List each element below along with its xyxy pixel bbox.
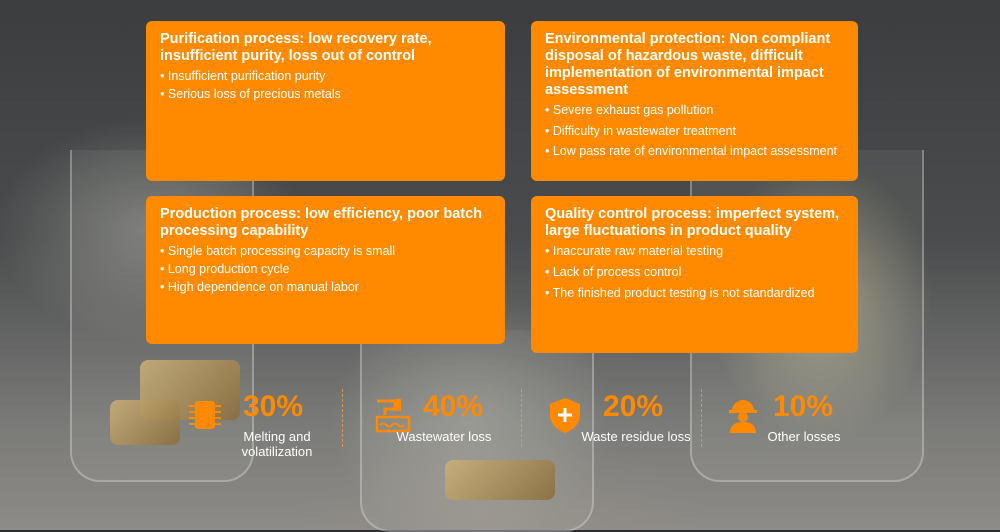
list-item: Single batch processing capacity is smal… (160, 242, 491, 260)
card-production: Production process: low efficiency, poor… (146, 196, 505, 344)
list-item: Insufficient purification purity (160, 67, 491, 85)
list-item: The finished product testing is not stan… (545, 284, 844, 302)
stat-other: 10% Other losses (723, 385, 893, 465)
list-item: Long production cycle (160, 260, 491, 278)
stat-value: 10% (773, 390, 834, 423)
list-item: Severe exhaust gas pollution (545, 101, 844, 119)
stat-label: Waste residue loss (581, 429, 691, 444)
stat-label: Wastewater loss (396, 429, 492, 444)
list-item: High dependence on manual labor (160, 278, 491, 296)
card-environmental: Environmental protection: Non compliant … (531, 21, 858, 181)
stat-value: 40% (423, 390, 484, 423)
stat-label: Other losses (767, 429, 841, 444)
divider (701, 389, 702, 447)
card-title: Production process: low efficiency, poor… (160, 206, 483, 239)
gold-nugget (110, 400, 180, 445)
card-title: Environmental protection: Non compliant … (545, 31, 831, 98)
stat-label: Melting and volatilization (241, 429, 313, 459)
pipe-water-icon (375, 399, 411, 433)
gold-nugget (445, 460, 555, 500)
card-purification: Purification process: low recovery rate,… (146, 21, 505, 181)
stat-wastewater: 40% Wastewater loss (373, 385, 543, 465)
stat-melting: 30% Melting and volatilization (185, 385, 355, 465)
loss-stats: 30% Melting and volatilization 40% Waste… (185, 385, 885, 465)
card-title: Quality control process: imperfect syste… (545, 206, 840, 239)
list-item: Difficulty in wastewater treatment (545, 122, 844, 140)
stat-value: 20% (603, 390, 664, 423)
stat-waste-residue: 20% Waste residue loss (545, 385, 715, 465)
card-title: Purification process: low recovery rate,… (160, 31, 432, 64)
chip-icon (189, 401, 221, 429)
list-item: Low pass rate of environmental impact as… (545, 143, 844, 159)
list-item: Serious loss of precious metals (160, 85, 491, 103)
divider (342, 389, 343, 447)
worker-helmet-icon (729, 400, 757, 433)
list-item: Lack of process control (545, 263, 844, 281)
shield-plus-icon (550, 398, 580, 433)
stat-value: 30% (243, 390, 304, 423)
divider (521, 389, 522, 447)
card-quality-control: Quality control process: imperfect syste… (531, 196, 858, 353)
list-item: Inaccurate raw material testing (545, 242, 844, 260)
